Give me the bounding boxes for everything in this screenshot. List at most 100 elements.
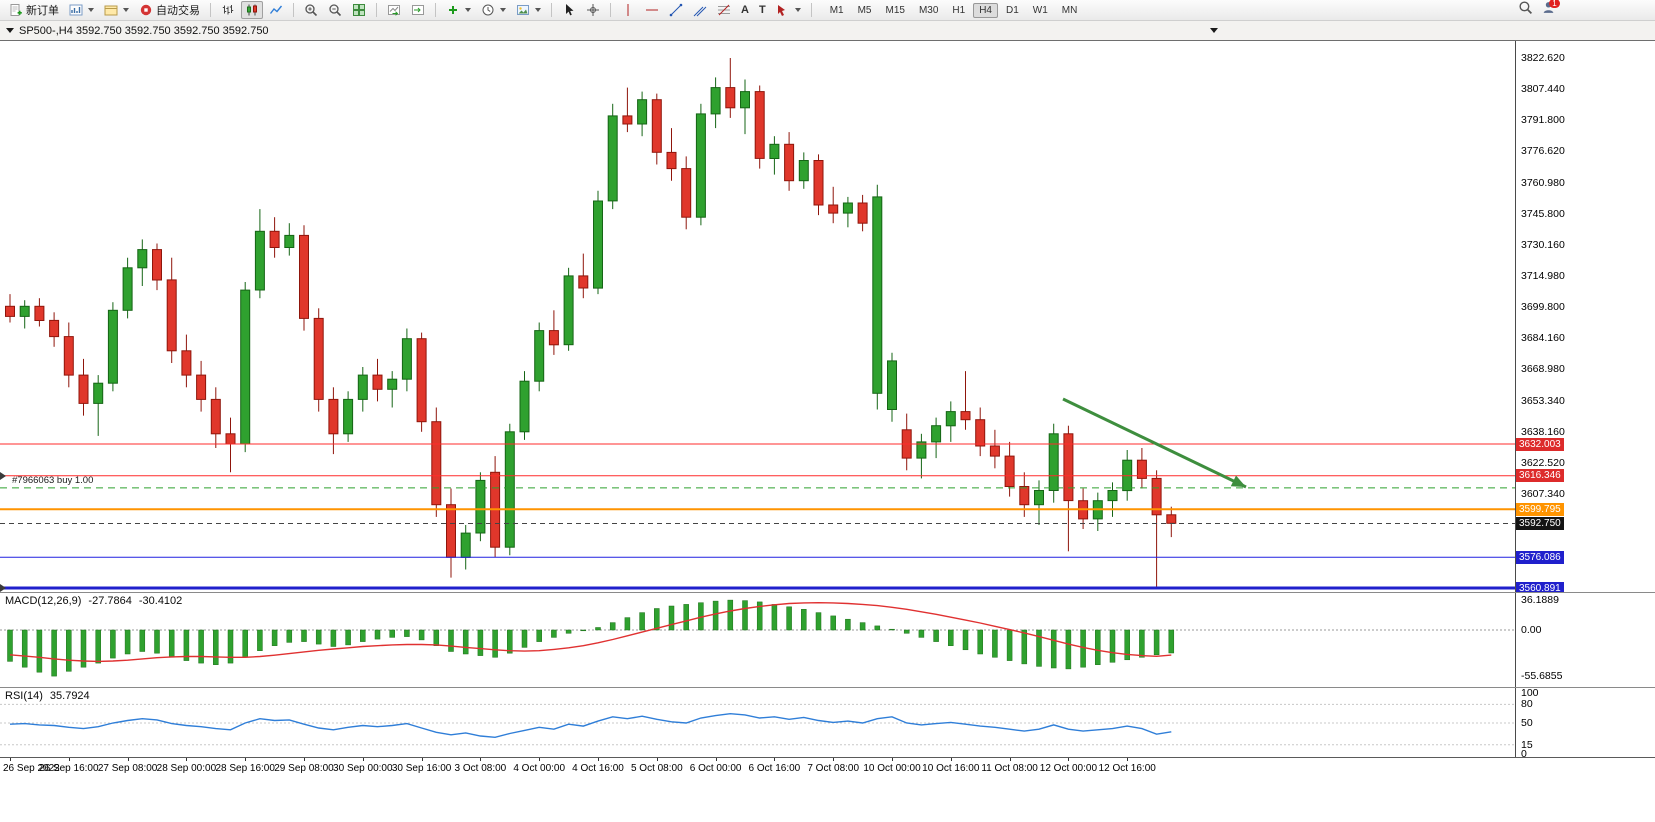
macd-main-value: -27.7864: [88, 595, 132, 607]
time-axis-tick: [480, 758, 482, 761]
toolbar-separator: [293, 3, 294, 17]
price-axis-label: 3714.980: [1521, 269, 1565, 282]
vertical-line-button[interactable]: [617, 1, 639, 19]
macd-bar: [418, 629, 425, 641]
macd-name: MACD(12,26,9): [5, 595, 82, 607]
autotrade-button[interactable]: 自动交易: [135, 0, 204, 20]
macd-bar: [1050, 629, 1057, 669]
chart-window-icon: [69, 4, 83, 16]
time-axis-tick: [304, 758, 305, 761]
macd-bar: [565, 629, 572, 634]
candle-body: [431, 421, 442, 506]
candle-body: [887, 360, 897, 410]
time-axis-label: 11 Oct 08:00: [981, 763, 1038, 774]
auto-scroll-button[interactable]: [383, 1, 405, 19]
macd-bar: [992, 629, 998, 658]
candle-body: [1034, 490, 1044, 506]
price-axis-label: 3653.340: [1521, 394, 1565, 407]
trendline-button[interactable]: [665, 1, 687, 19]
price-badge: 3592.750: [1516, 517, 1564, 530]
time-axis-tick: [68, 758, 70, 761]
price-axis-label: 3776.620: [1521, 145, 1565, 158]
macd-bar: [639, 612, 645, 631]
tabstrip-dropdown-icon[interactable]: [1210, 28, 1218, 33]
timeframe-button-h1[interactable]: H1: [952, 4, 966, 16]
macd-bar: [271, 629, 278, 646]
macd-pane[interactable]: MACD(12,26,9) -27.7864 -30.4102 36.1889 0.0…: [0, 592, 1655, 687]
bottom-filler: [0, 780, 1655, 822]
chart-tab[interactable]: SP500-,H4 3592.750 3592.750 3592.750 359…: [6, 25, 269, 37]
search-button[interactable]: [1514, 0, 1537, 21]
crosshair-button[interactable]: [582, 1, 604, 19]
candle-body: [372, 374, 383, 390]
candle-body: [460, 532, 471, 558]
candlestick-chart: [0, 58, 1515, 590]
zoom-in-button[interactable]: [300, 1, 322, 19]
macd-bar: [301, 629, 307, 642]
price-axis-label: 3807.440: [1521, 82, 1565, 95]
tile-windows-icon: [353, 4, 365, 16]
charts-menu-button[interactable]: [65, 1, 98, 19]
fibonacci-icon: [718, 4, 730, 16]
time-axis[interactable]: 26 Sep 2022 26 Sep 16:00 27 Sep 08:00 28 Se…: [0, 757, 1655, 780]
rsi-value: 35.7924: [49, 690, 90, 702]
macd-bar: [1168, 629, 1175, 654]
time-axis-tick: [10, 758, 11, 761]
price-chart-pane[interactable]: #7966063 buy 1.00 3822.620 3807.440 3791.8…: [0, 40, 1655, 595]
macd-bar: [727, 599, 734, 631]
text-label-button[interactable]: T: [755, 1, 770, 19]
timeframe-button-mn[interactable]: MN: [1061, 4, 1078, 16]
cursor-button[interactable]: [558, 1, 580, 19]
timeframe-button-w1[interactable]: W1: [1032, 4, 1048, 16]
tile-windows-button[interactable]: [348, 1, 370, 19]
timeframe-button-m15[interactable]: M15: [885, 4, 905, 16]
rsi-pane[interactable]: RSI(14) 35.7924 100 80 50 15 0: [0, 687, 1655, 760]
auto-scroll-icon: [388, 5, 400, 16]
new-order-button[interactable]: 新订单: [5, 0, 63, 20]
trend-arrow-line: [1062, 397, 1247, 489]
candle-body: [387, 378, 398, 390]
timeframe-button-m1[interactable]: M1: [829, 4, 844, 16]
fibonacci-button[interactable]: [713, 1, 735, 19]
line-chart-type-button[interactable]: [265, 1, 287, 19]
channel-button[interactable]: [689, 1, 711, 19]
bar-chart-type-button[interactable]: [217, 1, 239, 19]
time-axis-label: 6 Oct 00:00: [689, 763, 742, 774]
macd-bar: [110, 629, 116, 659]
toolbar-separator: [210, 3, 211, 17]
candle-body: [357, 374, 368, 400]
zoom-out-button[interactable]: [324, 1, 346, 19]
horizontal-line-button[interactable]: [641, 1, 663, 19]
toolbar-separator: [551, 3, 552, 17]
candle-body: [93, 382, 104, 404]
accounts-button[interactable]: 1: [1537, 0, 1560, 21]
chart-shift-button[interactable]: [407, 1, 429, 19]
cursor-icon: [566, 4, 574, 16]
candlestick-chart-type-button[interactable]: [241, 1, 263, 19]
shapes-button[interactable]: [772, 1, 805, 19]
macd-bar: [242, 629, 248, 658]
candle-body: [49, 319, 60, 338]
toolbar-separator: [435, 3, 436, 17]
time-axis-tick: [362, 758, 364, 761]
macd-bar: [742, 600, 748, 631]
candle-body: [196, 374, 207, 400]
timeframe-button-m5[interactable]: M5: [857, 4, 872, 16]
templates-button[interactable]: [512, 1, 545, 19]
profiles-menu-button[interactable]: [100, 1, 133, 19]
macd-label: MACD(12,26,9) -27.7864 -30.4102: [5, 595, 182, 607]
macd-bar: [977, 629, 983, 655]
periods-button[interactable]: [477, 1, 510, 19]
chart-tab-strip: SP500-,H4 3592.750 3592.750 3592.750 359…: [0, 21, 1655, 40]
macd-bar: [1006, 629, 1013, 661]
timeframe-button-m30[interactable]: M30: [918, 4, 939, 16]
indicators-button[interactable]: [442, 1, 475, 19]
candle-body: [916, 441, 927, 459]
macd-bar: [536, 629, 542, 642]
time-axis-tick: [1068, 758, 1070, 761]
candle-body: [1151, 477, 1162, 516]
text-button[interactable]: A: [737, 1, 753, 19]
timeframe-button-h4[interactable]: H4: [973, 2, 998, 18]
timeframe-button-d1[interactable]: D1: [1006, 4, 1019, 16]
macd-bar: [389, 629, 395, 638]
